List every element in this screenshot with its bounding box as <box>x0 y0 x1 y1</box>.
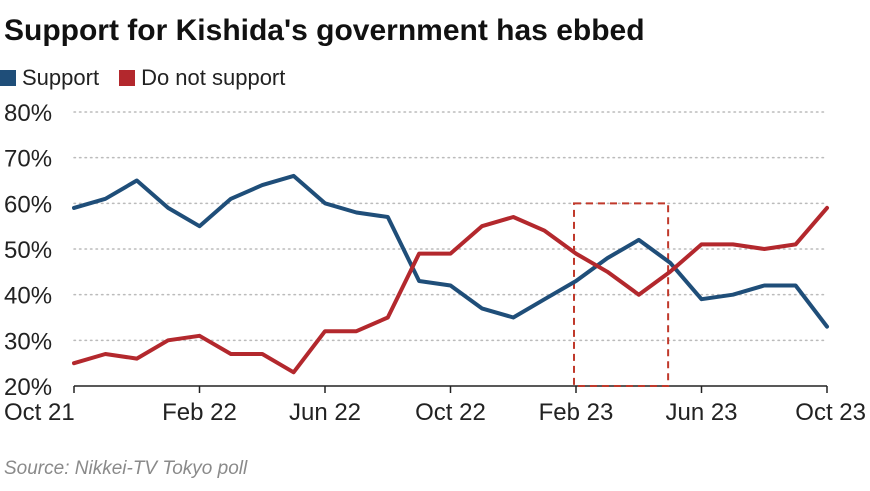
y-tick-label: 50% <box>4 237 52 264</box>
source-note: Source: Nikkei-TV Tokyo poll <box>4 458 248 479</box>
y-tick-label: 20% <box>4 374 52 401</box>
y-tick-label: 40% <box>4 283 52 310</box>
legend-label-not-support: Do not support <box>141 65 286 90</box>
legend-item-support: Support <box>0 65 99 91</box>
legend-label-support: Support <box>22 65 100 90</box>
chart-title: Support for Kishida's government has ebb… <box>4 14 645 47</box>
series-line-support <box>72 173 829 329</box>
x-tick-label: Oct 22 <box>415 399 486 426</box>
x-tick-label: Oct 21 <box>4 399 75 426</box>
legend-swatch-support <box>0 70 16 86</box>
legend-item-not-support: Do not support <box>119 65 285 91</box>
legend: Support Do not support <box>0 64 305 92</box>
x-tick-label: Jun 22 <box>289 399 361 426</box>
x-tick-label: Feb 23 <box>539 399 614 426</box>
highlight-box <box>573 202 670 387</box>
y-tick-label: 30% <box>4 328 52 355</box>
x-tick-label: Oct 23 <box>795 399 866 426</box>
y-tick-label: 80% <box>4 100 52 127</box>
series-line-not-support <box>72 205 829 375</box>
y-tick-label: 60% <box>4 191 52 218</box>
x-tick-label: Jun 23 <box>665 399 737 426</box>
y-tick-label: 70% <box>4 146 52 173</box>
legend-swatch-not-support <box>119 70 136 86</box>
x-tick-label: Feb 22 <box>162 399 237 426</box>
